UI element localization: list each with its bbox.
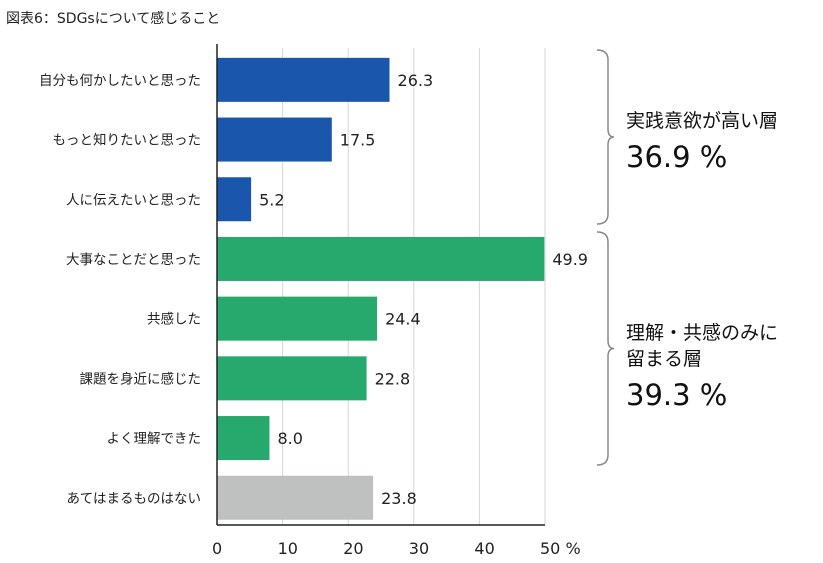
group-label: 実践意欲が高い層: [626, 110, 779, 132]
x-tick-label: 0: [212, 539, 222, 558]
x-tick-label: 10: [278, 539, 298, 558]
data-label: 24.4: [385, 310, 421, 329]
group-label-line1: 理解・共感のみに: [626, 322, 779, 344]
category-label: 大事なことだと思った: [66, 252, 201, 268]
bar: [217, 296, 378, 341]
group-percent: 36.9 %: [626, 140, 728, 174]
data-label: 22.8: [375, 369, 411, 388]
group-annotation-active: 実践意欲が高い層 36.9 %: [626, 108, 778, 174]
chart-title: 図表6：SDGsについて感じること: [6, 11, 221, 27]
x-tick-label: 30: [409, 539, 429, 558]
x-tick-label: 50 %: [540, 539, 581, 558]
bar: [217, 177, 252, 222]
group-bracket: [596, 49, 615, 225]
category-label: 自分も何かしたいと思った: [39, 73, 201, 89]
group-percent: 39.3 %: [626, 378, 728, 412]
bar: [217, 356, 367, 401]
data-label: 23.8: [381, 489, 417, 508]
data-label: 5.2: [259, 190, 284, 209]
category-label: もっと知りたいと思った: [53, 132, 202, 149]
bar: [217, 57, 390, 102]
group-annotation-understanding: 理解・共感のみに 留まる層 39.3 %: [626, 320, 778, 412]
category-label: あてはまるものはない: [67, 491, 201, 507]
data-label: 8.0: [277, 429, 302, 448]
data-label: 26.3: [398, 71, 434, 90]
group-label-line2: 留まる層: [626, 348, 703, 370]
bar: [217, 117, 332, 162]
category-label: 人に伝えたいと思った: [66, 192, 201, 208]
group-bracket: [596, 231, 615, 466]
bar: [217, 416, 270, 461]
bar: [217, 475, 374, 520]
category-label: 課題を身近に感じた: [80, 370, 202, 387]
data-label: 49.9: [552, 250, 588, 269]
bar: [217, 236, 545, 281]
category-label: 共感した: [147, 311, 201, 328]
category-label: よく理解できた: [107, 431, 202, 447]
x-tick-label: 40: [474, 539, 494, 558]
x-tick-label: 20: [343, 539, 363, 558]
data-label: 17.5: [340, 131, 376, 150]
